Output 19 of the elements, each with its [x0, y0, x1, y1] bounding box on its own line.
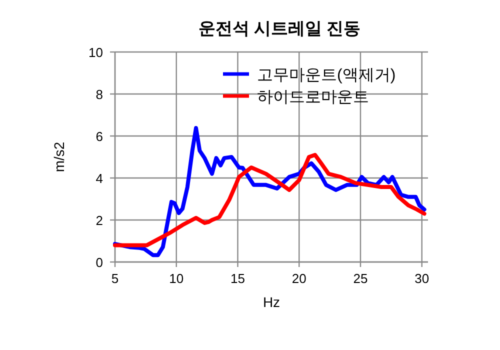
- y-tick-label: 10: [88, 45, 103, 60]
- x-tick-label: 25: [353, 271, 368, 286]
- x-tick-label: 15: [230, 271, 245, 286]
- y-tick-label: 6: [96, 129, 103, 144]
- x-tick-label: 20: [292, 271, 306, 286]
- y-tick-label: 2: [96, 213, 103, 228]
- y-axis-title: m/s2: [51, 142, 67, 172]
- y-tick-label: 0: [96, 255, 103, 270]
- x-tick-label: 10: [169, 271, 184, 286]
- y-tick-label: 4: [96, 171, 103, 186]
- chart-title: 운전석 시트레일 진동: [198, 19, 361, 38]
- legend-label: 하이드로마운트: [257, 89, 369, 106]
- legend-label: 고무마운트(액제거): [257, 67, 396, 84]
- line-series: [113, 152, 426, 248]
- x-tick-label: 5: [111, 271, 119, 286]
- x-axis-title: Hz: [262, 294, 280, 310]
- y-tick-label: 8: [96, 87, 103, 102]
- x-tick-label: 30: [414, 271, 430, 286]
- line-series: [113, 126, 426, 258]
